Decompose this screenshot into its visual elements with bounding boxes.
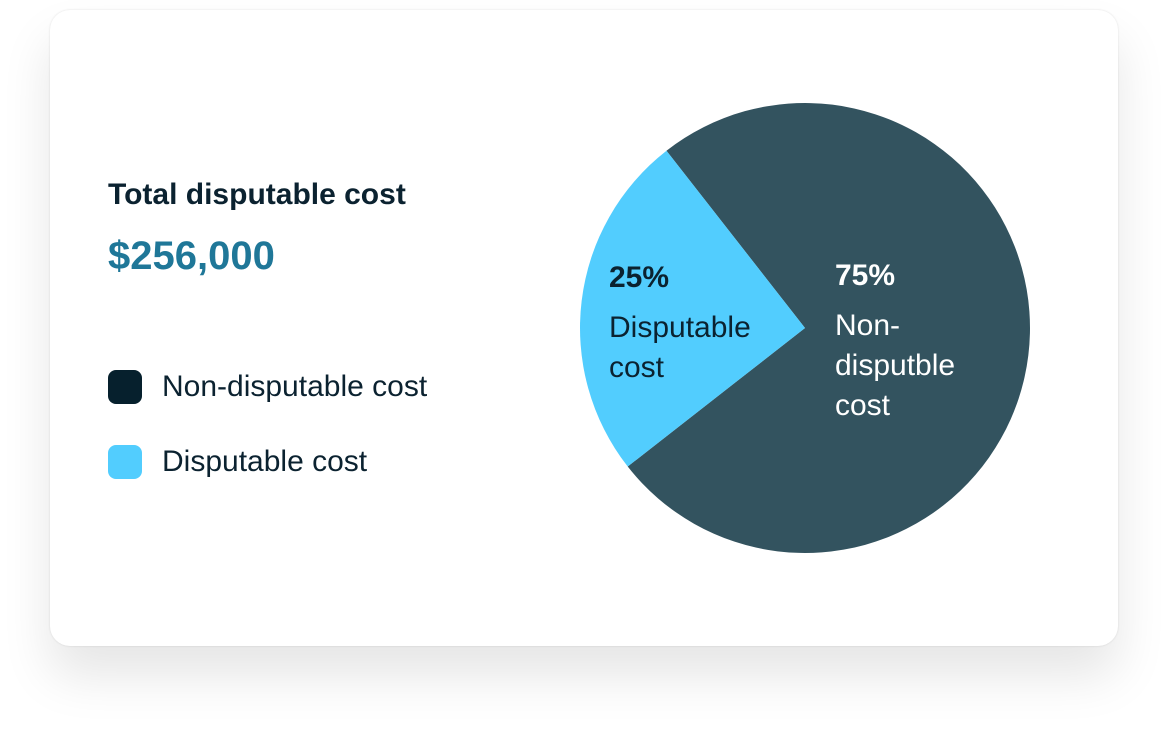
slice-label: 25% Disputable cost: [609, 258, 769, 388]
slice-name-label: Non-disputble cost: [835, 309, 956, 422]
slice-value-label: 25%: [609, 261, 670, 294]
legend-item: Non-disputable cost: [108, 370, 427, 404]
card: Total disputable cost $256,000 Non-dispu…: [50, 10, 1118, 646]
slice-name-label: Disputable cost: [609, 311, 751, 384]
legend-swatch: [108, 370, 142, 404]
slice-value-label: 75%: [835, 259, 896, 292]
pie-slice: [627, 103, 1030, 553]
total-amount: $256,000: [108, 234, 275, 278]
legend-item: Disputable cost: [108, 445, 367, 479]
pie-slice: [580, 150, 805, 467]
legend-label: Non-disputable cost: [162, 370, 428, 403]
legend-label: Disputable cost: [162, 445, 368, 478]
card-title: Total disputable cost: [108, 178, 406, 211]
pie-chart: [580, 103, 1030, 553]
slice-label: 75% Non-disputble cost: [835, 256, 995, 426]
legend-swatch: [108, 445, 142, 479]
